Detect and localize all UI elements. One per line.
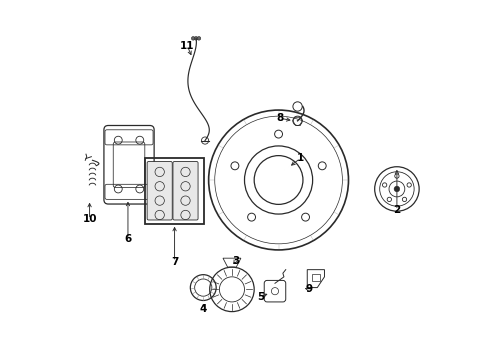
Bar (144, 158, 203, 224)
Text: 1: 1 (296, 153, 303, 163)
Text: 9: 9 (305, 284, 312, 294)
FancyBboxPatch shape (173, 162, 198, 220)
FancyBboxPatch shape (147, 162, 172, 220)
Text: 11: 11 (180, 41, 194, 50)
Text: 3: 3 (231, 256, 239, 266)
Circle shape (197, 37, 201, 40)
Text: 8: 8 (276, 113, 284, 123)
Text: 7: 7 (170, 257, 178, 267)
Circle shape (194, 37, 198, 40)
Text: 10: 10 (82, 215, 97, 224)
Text: 5: 5 (257, 292, 264, 302)
Text: 2: 2 (392, 206, 400, 216)
Text: 4: 4 (199, 304, 206, 314)
Circle shape (393, 186, 399, 192)
Text: 6: 6 (124, 234, 131, 244)
Bar (311, 274, 320, 281)
Circle shape (191, 37, 195, 40)
